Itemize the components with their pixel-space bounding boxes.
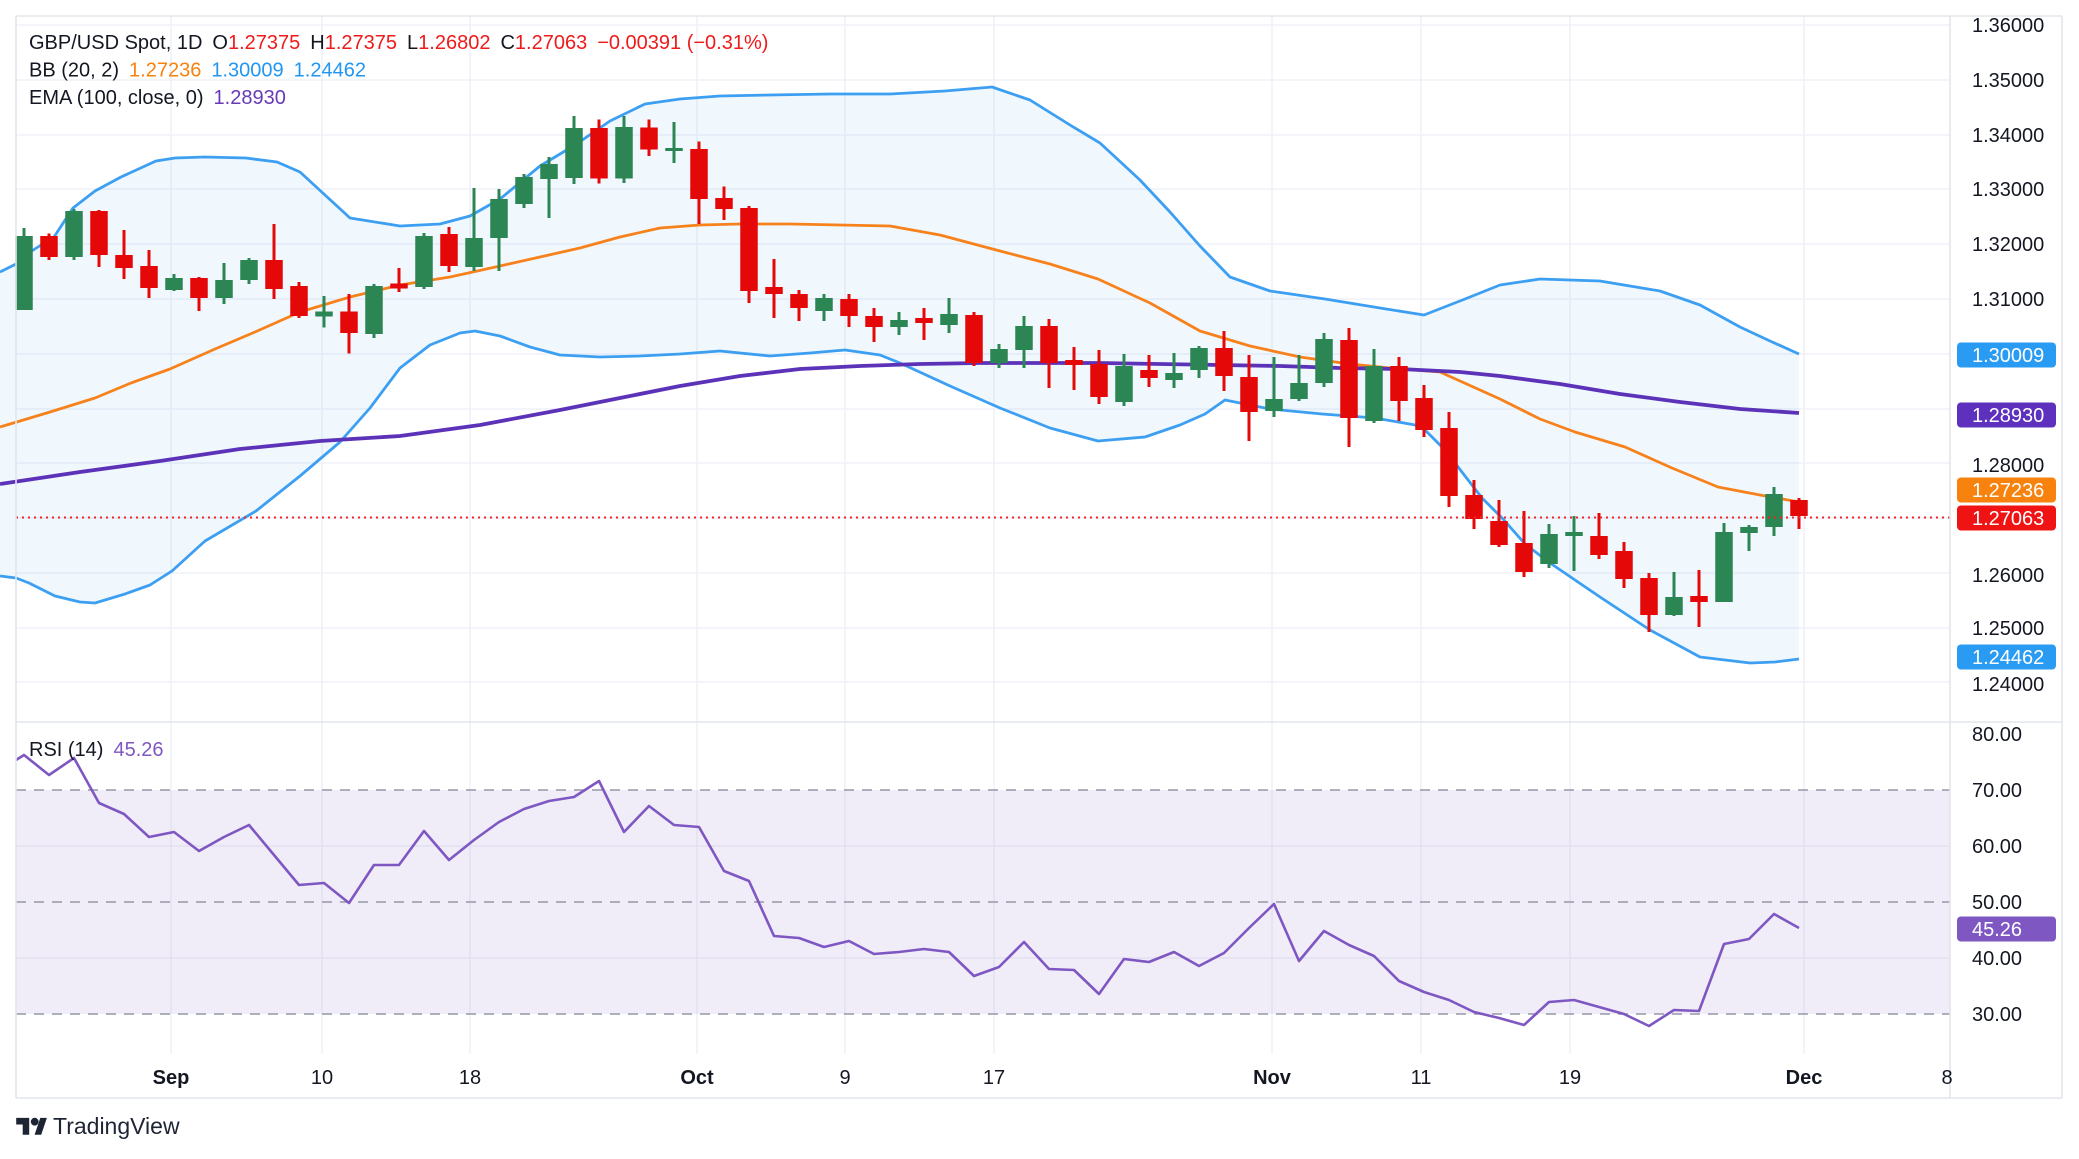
svg-text:8: 8 (1941, 1067, 1952, 1089)
svg-text:70.00: 70.00 (1972, 780, 2022, 802)
svg-text:17: 17 (983, 1067, 1005, 1089)
svg-text:Dec: Dec (1786, 1067, 1823, 1089)
svg-text:1.24000: 1.24000 (1972, 674, 2044, 696)
svg-text:RSI (14) 45.26: RSI (14) 45.26 (29, 739, 164, 761)
svg-text:9: 9 (839, 1067, 850, 1089)
svg-text:1.27236: 1.27236 (1972, 480, 2044, 502)
svg-text:GBP/USD Spot, 1D O1.27375 H1.2: GBP/USD Spot, 1D O1.27375 H1.27375 L1.26… (29, 32, 768, 54)
svg-text:BB (20, 2) 1.27236 1.30009 1.2: BB (20, 2) 1.27236 1.30009 1.24462 (29, 60, 366, 82)
svg-text:1.26000: 1.26000 (1972, 565, 2044, 587)
svg-text:Sep: Sep (153, 1067, 190, 1089)
svg-text:1.25000: 1.25000 (1972, 618, 2044, 640)
svg-text:40.00: 40.00 (1972, 948, 2022, 970)
svg-text:10: 10 (311, 1067, 333, 1089)
svg-text:1.32000: 1.32000 (1972, 234, 2044, 256)
svg-text:1.28000: 1.28000 (1972, 455, 2044, 477)
svg-text:45.26: 45.26 (1972, 919, 2022, 941)
svg-text:EMA (100, close, 0) 1.28930: EMA (100, close, 0) 1.28930 (29, 87, 286, 109)
svg-text:80.00: 80.00 (1972, 724, 2022, 746)
svg-text:30.00: 30.00 (1972, 1004, 2022, 1026)
svg-text:60.00: 60.00 (1972, 836, 2022, 858)
svg-text:11: 11 (1411, 1067, 1432, 1089)
svg-text:1.31000: 1.31000 (1972, 289, 2044, 311)
svg-text:TradingView: TradingView (53, 1113, 180, 1139)
svg-text:1.30009: 1.30009 (1972, 345, 2044, 367)
svg-text:1.34000: 1.34000 (1972, 125, 2044, 147)
svg-text:Oct: Oct (680, 1067, 714, 1089)
svg-text:Nov: Nov (1253, 1067, 1292, 1089)
svg-text:1.28930: 1.28930 (1972, 405, 2044, 427)
svg-text:1.24462: 1.24462 (1972, 647, 2044, 669)
svg-text:50.00: 50.00 (1972, 892, 2022, 914)
svg-text:19: 19 (1559, 1067, 1581, 1089)
svg-text:1.33000: 1.33000 (1972, 179, 2044, 201)
svg-text:1.35000: 1.35000 (1972, 70, 2044, 92)
svg-text:18: 18 (459, 1067, 481, 1089)
svg-text:1.27063: 1.27063 (1972, 508, 2044, 530)
svg-text:1.36000: 1.36000 (1972, 15, 2044, 37)
